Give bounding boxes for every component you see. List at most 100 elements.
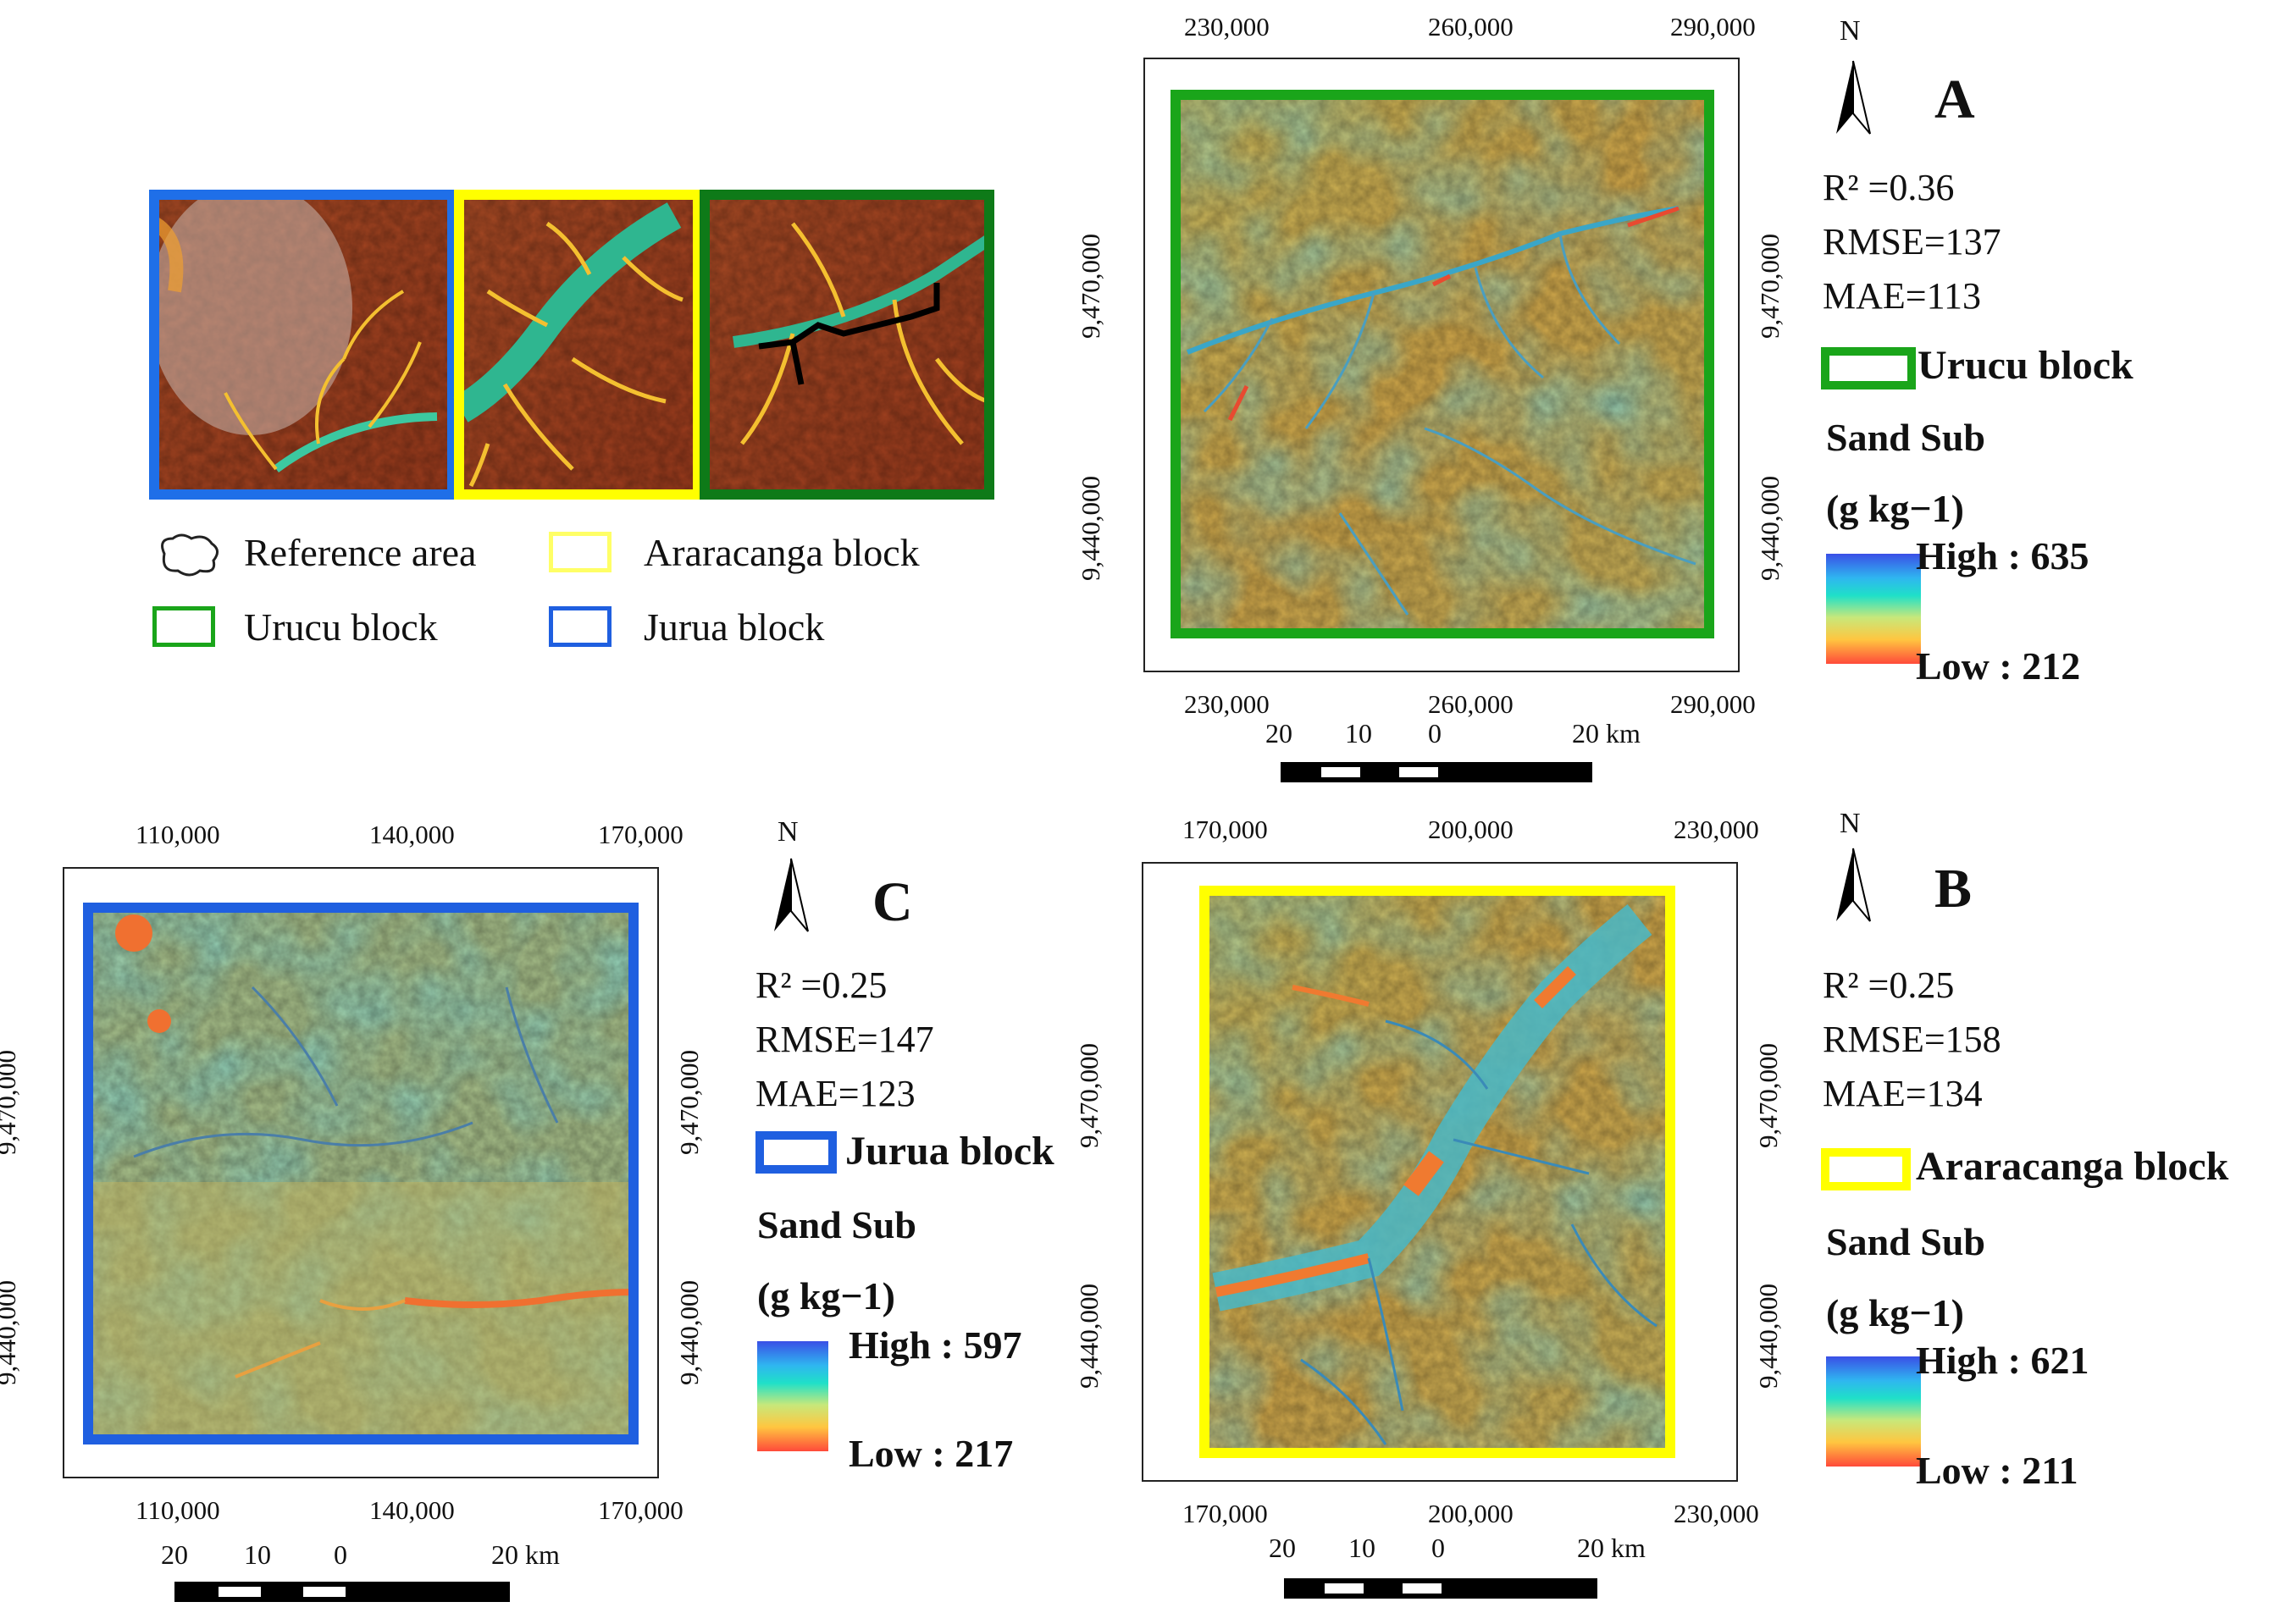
panel-b-raster — [1199, 886, 1675, 1458]
panel-a-ytick-right-1: 9,470,000 — [1755, 234, 1785, 339]
panel-b-ytick-left-2: 9,440,000 — [1074, 1284, 1104, 1389]
panel-a-var-unit: (g kg−1) — [1826, 487, 1964, 530]
panel-c-mae: MAE=123 — [755, 1073, 916, 1114]
legend-jurua-swatch — [549, 606, 612, 647]
panel-a-block-outline — [1170, 90, 1714, 638]
panel-c-north-label: N — [778, 816, 799, 848]
panel-a-xtick-top-2: 260,000 — [1428, 12, 1514, 41]
panel-b-var-unit: (g kg−1) — [1826, 1291, 1964, 1334]
panel-c-xtick-top-2: 140,000 — [369, 820, 455, 849]
panel-a-block-label: Urucu block — [1918, 343, 2133, 388]
panel-b-scale-label-20km: 20 km — [1577, 1533, 1646, 1563]
panel-b-scale-label-20: 20 — [1269, 1533, 1296, 1563]
legend-reference-area-label: Reference area — [244, 531, 477, 574]
panel-a-var-name: Sand Sub — [1826, 416, 1985, 459]
panel-a-xtick-bottom-1: 230,000 — [1184, 689, 1270, 719]
legend-urucu-swatch — [152, 606, 215, 647]
panel-a-scale-label-20: 20 — [1265, 718, 1292, 748]
panel-b-r2: R² =0.25 — [1823, 964, 1955, 1006]
panel-b-block-label: Araracanga block — [1916, 1144, 2229, 1189]
panel-c-raster — [83, 903, 639, 1444]
overview-panels — [149, 181, 994, 500]
panel-b-ytick-left-1: 9,470,000 — [1074, 1043, 1104, 1148]
panel-a-scale-label-10: 10 — [1345, 718, 1372, 748]
panel-c-r2: R² =0.25 — [755, 964, 888, 1006]
panel-b-xtick-top-3: 230,000 — [1674, 815, 1759, 844]
panel-a-xtick-top-1: 230,000 — [1184, 12, 1270, 41]
panel-c-block-outline — [83, 903, 639, 1444]
overview-svg — [149, 181, 994, 500]
panel-b-var-name: Sand Sub — [1826, 1220, 1985, 1263]
panel-c-ytick-right-2: 9,440,000 — [674, 1280, 704, 1385]
reference-area-icon — [161, 533, 219, 577]
panel-b-letter: B — [1934, 858, 1973, 920]
panel-b-xtick-bottom-3: 230,000 — [1674, 1499, 1759, 1528]
panel-c-low: Low : 217 — [849, 1432, 1014, 1475]
panel-a-scale-label-20km: 20 km — [1572, 718, 1641, 748]
panel-a-north-arrow-icon — [1836, 60, 1871, 135]
panel-a-ytick-right-2: 9,440,000 — [1755, 476, 1785, 581]
panel-c-xtick-bottom-3: 170,000 — [598, 1495, 683, 1525]
panel-a-high: High : 635 — [1916, 534, 2089, 577]
panel-c-north-arrow-icon — [774, 858, 809, 932]
panel-c-ytick-right-1: 9,470,000 — [674, 1050, 704, 1155]
panel-a-xtick-bottom-3: 290,000 — [1670, 689, 1756, 719]
panel-c-scale-bar — [174, 1582, 510, 1602]
panel-b-low: Low : 211 — [1916, 1449, 2078, 1492]
panel-c-scale-label-10: 10 — [244, 1539, 271, 1570]
panel-c-scale-label-20: 20 — [161, 1539, 188, 1570]
panel-a-mae: MAE=113 — [1823, 275, 1981, 317]
panel-c-scale-label-20km: 20 km — [491, 1539, 560, 1570]
panel-a-xtick-bottom-2: 260,000 — [1428, 689, 1514, 719]
panel-c-xtick-top-1: 110,000 — [136, 820, 220, 849]
legend-araracanga-label: Araracanga block — [644, 531, 920, 574]
panel-b-xtick-bottom-1: 170,000 — [1182, 1499, 1268, 1528]
panel-c-letter: C — [872, 871, 913, 933]
overview-araracanga-frame — [454, 190, 703, 500]
panel-b-ytick-right-1: 9,470,000 — [1753, 1043, 1783, 1148]
panel-b-block-swatch — [1821, 1148, 1911, 1190]
overview-legend: Reference area Araracanga block Urucu bl… — [149, 523, 996, 676]
legend-araracanga-swatch — [549, 532, 612, 572]
panel-c-var-name: Sand Sub — [757, 1203, 916, 1246]
panel-c-ytick-left-2: 9,440,000 — [0, 1280, 21, 1385]
overview-urucu-frame — [700, 190, 994, 500]
legend-urucu-label: Urucu block — [244, 605, 438, 649]
panel-a-r2: R² =0.36 — [1823, 167, 1955, 208]
panel-a-low: Low : 212 — [1916, 644, 2081, 688]
panel-c-xtick-bottom-2: 140,000 — [369, 1495, 455, 1525]
panel-b-xtick-top-1: 170,000 — [1182, 815, 1268, 844]
panel-c-high: High : 597 — [849, 1323, 1022, 1367]
panel-b-north-label: N — [1840, 808, 1861, 839]
panel-a-scale-bar — [1281, 762, 1592, 782]
panel-a-ytick-left-2: 9,440,000 — [1076, 476, 1105, 581]
overview-jurua-frame — [149, 190, 457, 500]
panel-c-block-label: Jurua block — [845, 1129, 1054, 1174]
panel-c-block-swatch — [755, 1131, 837, 1174]
panel-b-scale-label-0: 0 — [1431, 1533, 1445, 1563]
panel-a-letter: A — [1934, 69, 1975, 130]
panel-a-raster — [1170, 90, 1714, 638]
panel-a-color-ramp — [1826, 554, 1921, 664]
panel-c-xtick-top-3: 170,000 — [598, 820, 683, 849]
panel-a-block-swatch — [1821, 347, 1916, 389]
panel-b-xtick-bottom-2: 200,000 — [1428, 1499, 1514, 1528]
panel-c-ytick-left-1: 9,470,000 — [0, 1050, 21, 1155]
panel-a-ytick-left-1: 9,470,000 — [1076, 234, 1105, 339]
panel-b-mae: MAE=134 — [1823, 1073, 1983, 1114]
panel-c-color-ramp — [757, 1341, 828, 1451]
panel-b-block-outline — [1199, 886, 1675, 1458]
panel-a-scale-label-0: 0 — [1428, 718, 1442, 748]
panel-b-xtick-top-2: 200,000 — [1428, 815, 1514, 844]
panel-b-scale-label-10: 10 — [1348, 1533, 1375, 1563]
panel-b-rmse: RMSE=158 — [1823, 1019, 2001, 1060]
legend-jurua-label: Jurua block — [644, 605, 825, 649]
panel-a-xtick-top-3: 290,000 — [1670, 12, 1756, 41]
panel-a-north-label: N — [1840, 15, 1861, 47]
panel-c-xtick-bottom-1: 110,000 — [136, 1495, 220, 1525]
panel-c-rmse: RMSE=147 — [755, 1019, 934, 1060]
panel-a-rmse: RMSE=137 — [1823, 221, 2001, 262]
panel-c-var-unit: (g kg−1) — [757, 1274, 895, 1317]
panel-b-scale-bar — [1284, 1578, 1597, 1599]
panel-b-high: High : 621 — [1916, 1339, 2089, 1382]
